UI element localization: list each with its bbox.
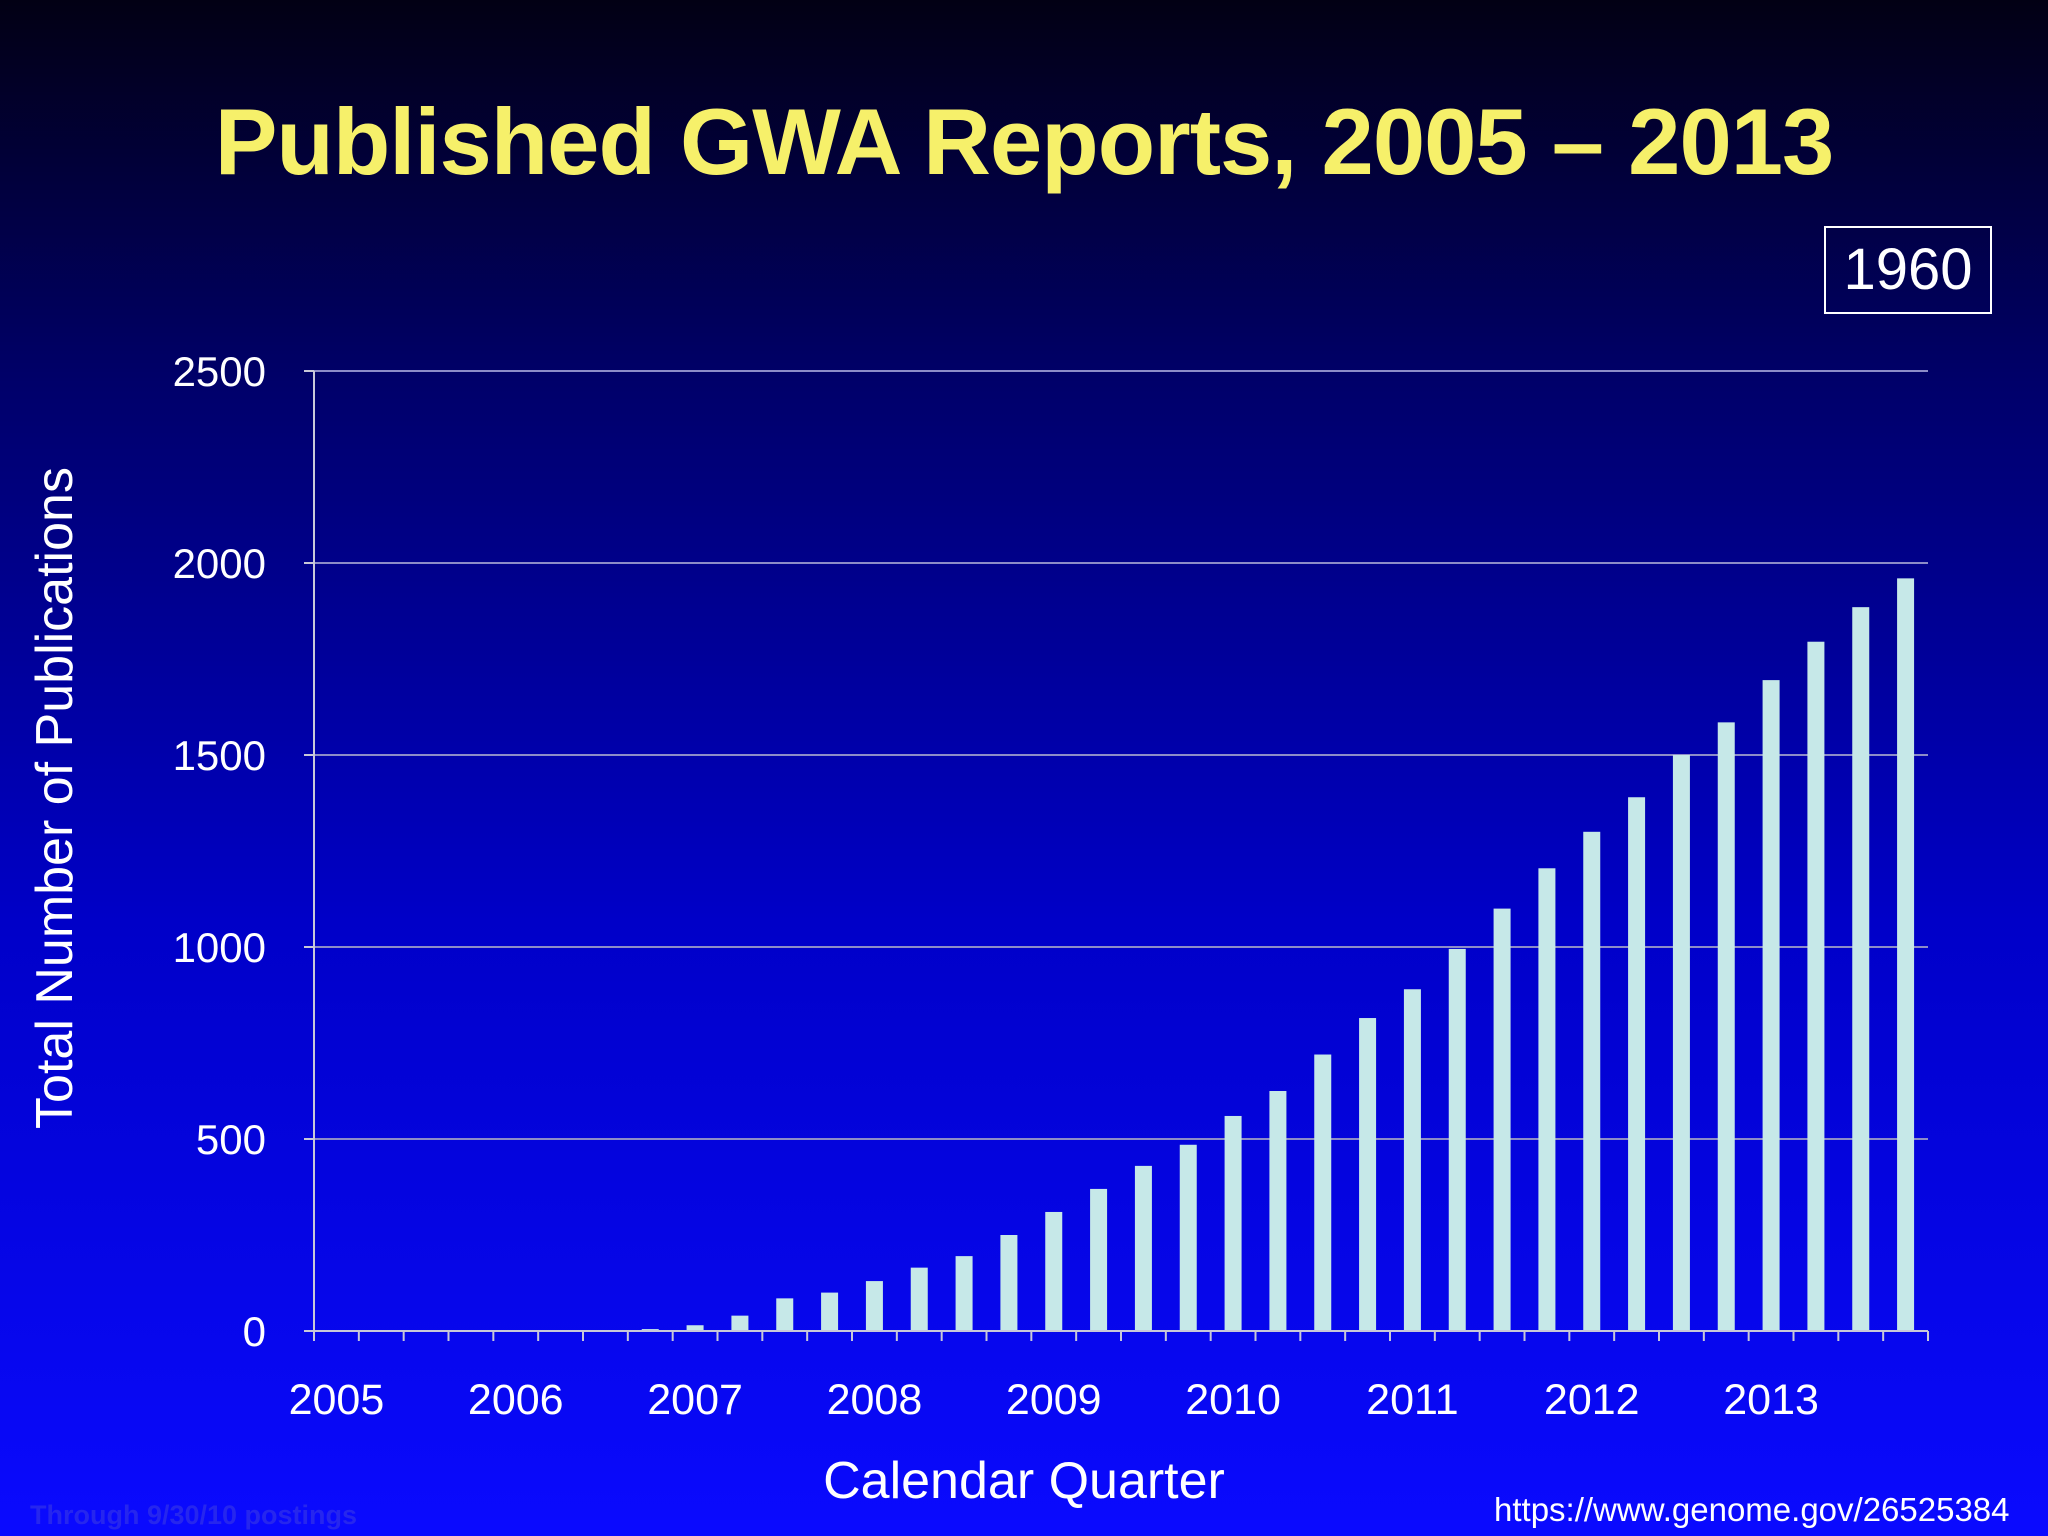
bar bbox=[776, 1298, 794, 1331]
bar bbox=[1628, 797, 1646, 1331]
bar bbox=[955, 1256, 973, 1331]
x-tick-label: 2007 bbox=[647, 1376, 743, 1424]
bar bbox=[1448, 948, 1466, 1331]
bar bbox=[1762, 680, 1780, 1331]
bar bbox=[865, 1281, 883, 1331]
y-tick-label: 2500 bbox=[173, 348, 266, 395]
total-count-badge: 1960 bbox=[1824, 226, 1992, 314]
bar bbox=[1493, 908, 1511, 1331]
bar bbox=[1897, 578, 1915, 1331]
bar bbox=[1807, 641, 1825, 1331]
bar bbox=[1672, 755, 1690, 1331]
bar bbox=[821, 1292, 839, 1331]
footnote: Through 9/30/10 postings bbox=[30, 1500, 358, 1530]
x-tick-label: 2012 bbox=[1544, 1376, 1640, 1424]
y-tick-label: 0 bbox=[243, 1308, 266, 1355]
x-axis-title: Calendar Quarter bbox=[823, 1452, 1225, 1510]
x-tick-label: 2008 bbox=[827, 1376, 923, 1424]
bar bbox=[1045, 1211, 1063, 1331]
y-axis-title: Total Number of Publications bbox=[26, 467, 84, 1129]
x-tick-label: 2010 bbox=[1185, 1376, 1281, 1424]
bar bbox=[1852, 607, 1870, 1331]
x-tick-label: 2005 bbox=[289, 1376, 385, 1424]
bar bbox=[1090, 1188, 1108, 1331]
bar bbox=[1134, 1165, 1152, 1331]
bar bbox=[1314, 1054, 1332, 1331]
bars bbox=[641, 578, 1915, 1331]
x-tick-label: 2013 bbox=[1723, 1376, 1819, 1424]
y-tick-label: 2000 bbox=[173, 540, 266, 587]
source-url: https://www.genome.gov/26525384 bbox=[1494, 1491, 2010, 1528]
gridlines bbox=[314, 370, 1928, 1140]
bar bbox=[1538, 868, 1556, 1331]
y-tick-label: 1500 bbox=[173, 732, 266, 779]
bar bbox=[1717, 722, 1735, 1331]
bar bbox=[1403, 989, 1421, 1331]
bar bbox=[1359, 1018, 1377, 1331]
chart-title: Published GWA Reports, 2005 – 2013 bbox=[214, 89, 1835, 194]
bar bbox=[731, 1315, 749, 1331]
bar bbox=[910, 1267, 928, 1331]
tick-labels: 0 500 1000 1500 2000 2500 2005 2006 2007 2008 2009… bbox=[173, 348, 1819, 1424]
axes bbox=[304, 370, 1929, 1341]
bar bbox=[1000, 1235, 1018, 1331]
bar bbox=[1179, 1144, 1197, 1331]
y-tick-label: 500 bbox=[196, 1116, 266, 1163]
bar bbox=[1583, 831, 1601, 1331]
x-tick-label: 2006 bbox=[468, 1376, 564, 1424]
x-tick-label: 2011 bbox=[1366, 1376, 1458, 1424]
y-tick-label: 1000 bbox=[173, 924, 266, 971]
bar bbox=[686, 1325, 704, 1331]
x-tick-label: 2009 bbox=[1006, 1376, 1102, 1424]
bar bbox=[1224, 1115, 1242, 1331]
bar bbox=[1269, 1091, 1287, 1331]
